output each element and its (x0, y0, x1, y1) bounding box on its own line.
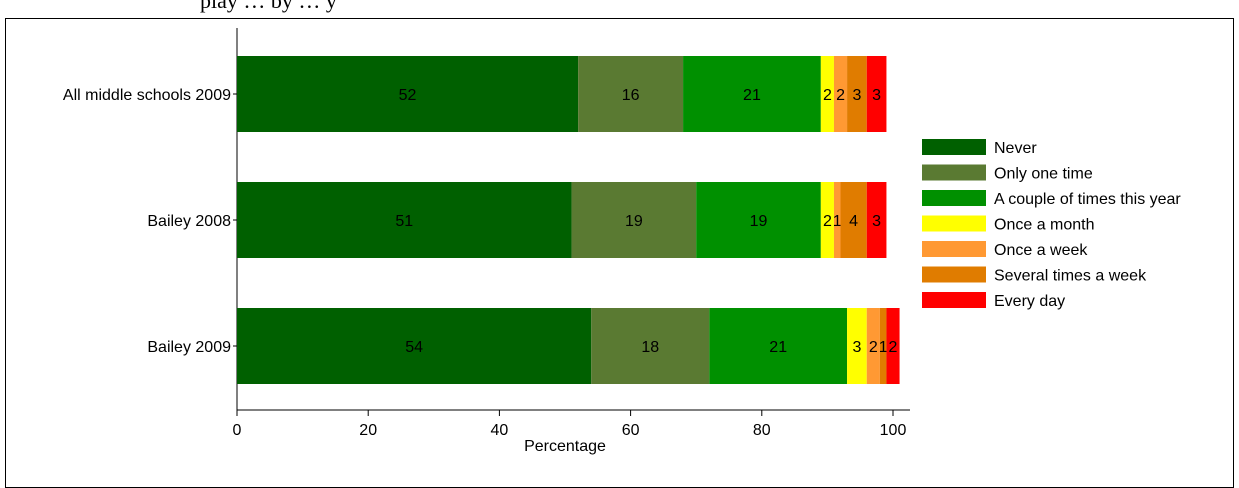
bar-value-label-2-1: 18 (641, 339, 659, 356)
bar-segment-0-5 (847, 56, 867, 132)
x-tick-label-40: 40 (491, 422, 509, 439)
bar-value-label-2-4: 2 (869, 339, 878, 356)
legend-label-4: Once a week (994, 242, 1088, 259)
bar-segment-1-4 (833, 182, 841, 258)
bar-value-label-1-5: 4 (849, 213, 858, 230)
bar-value-label-2-0: 54 (405, 339, 423, 356)
legend-swatch-0 (922, 139, 986, 155)
legend-swatch-3 (922, 215, 986, 232)
legend-swatch-5 (922, 266, 986, 283)
bar-segment-2-1 (591, 308, 710, 384)
bar-segment-2-2 (709, 308, 848, 384)
bar-segment-1-6 (866, 182, 887, 258)
legend-label-1: Only one time (994, 166, 1093, 183)
bar-segment-0-2 (683, 56, 821, 132)
x-tick-label-100: 100 (880, 422, 907, 439)
bar-value-label-2-6: 2 (889, 339, 898, 356)
legend-swatch-1 (922, 164, 986, 181)
bar-segment-1-5 (840, 182, 867, 258)
bar-segment-1-2 (696, 182, 821, 258)
legend-swatch-2 (922, 190, 986, 206)
bar-value-label-1-3: 2 (823, 213, 832, 230)
bar-segment-1-0 (237, 182, 572, 258)
bar-segment-0-3 (820, 56, 834, 132)
stacked-bar-chart: 0 20 40 60 80 100 Percentage All middle schools… (63, 28, 1181, 455)
bar-value-label-0-5: 3 (852, 87, 861, 104)
category-label-2: Bailey 2009 (147, 339, 231, 356)
bar-value-label-0-2: 21 (743, 87, 761, 104)
x-tick-label-80: 80 (753, 422, 771, 439)
bar-value-label-0-4: 2 (836, 87, 845, 104)
bar-segment-0-6 (866, 56, 887, 132)
bar-value-label-1-6: 3 (872, 213, 881, 230)
x-tick-label-60: 60 (622, 422, 640, 439)
x-axis-label: Percentage (524, 438, 606, 455)
bar-value-label-0-0: 52 (399, 87, 417, 104)
bar-segment-1-3 (820, 182, 834, 258)
bar-segment-0-0 (237, 56, 579, 132)
bar-segment-1-1 (571, 182, 697, 258)
bar-value-label-1-1: 19 (625, 213, 643, 230)
bar-value-label-0-6: 3 (872, 87, 881, 104)
page-title-fragment: play … by … y (200, 0, 337, 13)
legend-swatch-4 (922, 241, 986, 257)
bar-segment-0-4 (833, 56, 848, 132)
bar-value-label-2-2: 21 (769, 339, 787, 356)
legend-swatch-6 (922, 292, 986, 308)
bar-value-label-1-0: 51 (395, 213, 413, 230)
bar-value-label-2-5: 1 (879, 339, 888, 356)
bar-segment-2-0 (237, 308, 592, 384)
bar-value-label-2-3: 3 (852, 339, 861, 356)
x-tick-label-0: 0 (233, 422, 242, 439)
legend-label-3: Once a month (994, 217, 1095, 234)
bar-segment-2-4 (866, 308, 880, 384)
bar-value-label-0-1: 16 (622, 87, 640, 104)
legend-label-6: Every day (994, 293, 1065, 310)
bar-value-label-0-3: 2 (823, 87, 832, 104)
legend-label-5: Several times a week (994, 268, 1147, 285)
legend-label-0: Never (994, 140, 1037, 157)
bar-value-label-1-2: 19 (750, 213, 768, 230)
bar-segment-2-6 (886, 308, 900, 384)
category-label-1: Bailey 2008 (147, 213, 231, 230)
legend-label-2: A couple of times this year (994, 191, 1181, 208)
x-tick-label-20: 20 (359, 422, 377, 439)
bar-segment-0-1 (578, 56, 684, 132)
category-label-0: All middle schools 2009 (63, 87, 231, 104)
bar-segment-2-3 (847, 308, 867, 384)
bar-segment-2-5 (879, 308, 887, 384)
bar-value-label-1-4: 1 (833, 213, 842, 230)
